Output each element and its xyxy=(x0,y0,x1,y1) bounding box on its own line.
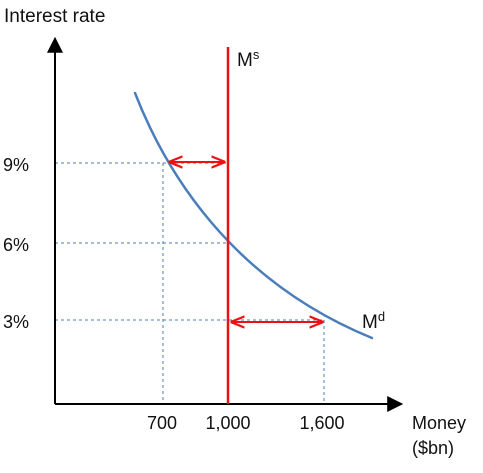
demand-label-sup: d xyxy=(378,309,385,324)
x-tick-1600: 1,600 xyxy=(299,413,344,433)
supply-label-main: M xyxy=(237,50,253,71)
y-tick-9: 9% xyxy=(3,155,29,175)
demand-label: Md xyxy=(362,309,385,333)
x-tick-1000: 1,000 xyxy=(205,413,250,433)
supply-label-sup: s xyxy=(253,47,260,62)
y-tick-3: 3% xyxy=(3,312,29,332)
money-demand-curve xyxy=(133,91,374,340)
x-axis-unit: ($bn) xyxy=(412,438,454,458)
y-axis-label: Interest rate xyxy=(4,6,105,27)
supply-label: Ms xyxy=(237,47,260,71)
guide-lines xyxy=(55,162,325,404)
x-tick-700: 700 xyxy=(147,413,177,433)
x-axis-label: Money xyxy=(412,413,466,433)
y-tick-6: 6% xyxy=(3,235,29,255)
demand-label-main: M xyxy=(362,312,378,333)
